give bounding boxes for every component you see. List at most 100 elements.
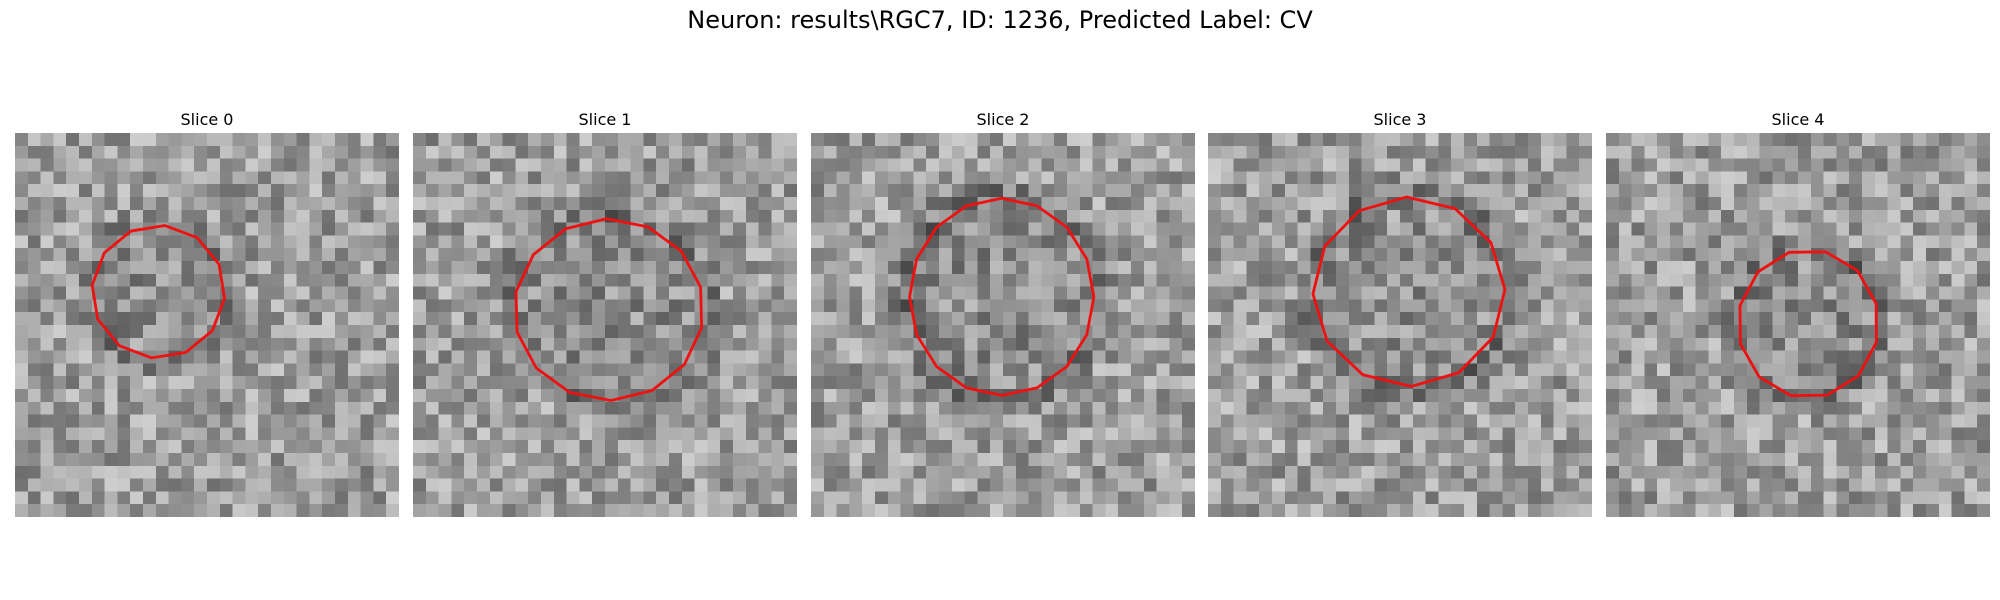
pixel <box>528 145 542 159</box>
pixel <box>104 440 118 454</box>
pixel <box>823 133 837 147</box>
pixel <box>322 286 336 300</box>
pixel <box>1657 158 1671 172</box>
pixel <box>245 286 259 300</box>
pixel <box>1515 453 1529 467</box>
pixel <box>1131 286 1145 300</box>
pixel <box>862 133 876 147</box>
pixel <box>758 158 772 172</box>
pixel <box>360 389 374 403</box>
pixel <box>1284 376 1298 390</box>
pixel <box>1515 286 1529 300</box>
pixel <box>1105 504 1119 517</box>
pixel <box>283 376 297 390</box>
pixel <box>1746 248 1760 262</box>
pixel <box>464 312 478 326</box>
pixel <box>1003 350 1017 364</box>
pixel <box>1412 145 1426 159</box>
pixel <box>451 133 465 147</box>
pixel <box>1579 376 1592 390</box>
pixel <box>207 299 221 313</box>
pixel <box>605 427 619 441</box>
pixel <box>451 389 465 403</box>
pixel <box>1887 312 1901 326</box>
pixel <box>1387 478 1401 492</box>
pixel <box>1772 453 1786 467</box>
pixel <box>745 248 759 262</box>
pixel <box>745 145 759 159</box>
pixel <box>1169 491 1183 505</box>
pixel <box>1759 504 1773 517</box>
pixel <box>347 286 361 300</box>
pixel <box>758 299 772 313</box>
pixel <box>168 261 182 275</box>
pixel <box>1553 491 1567 505</box>
pixel <box>745 478 759 492</box>
pixel <box>194 478 208 492</box>
pixel <box>425 235 439 249</box>
pixel <box>1246 261 1260 275</box>
pixel <box>258 145 272 159</box>
pixel <box>1015 184 1029 198</box>
pixel <box>720 235 734 249</box>
pixel <box>1887 158 1901 172</box>
pixel <box>707 184 721 198</box>
pixel <box>1721 133 1735 147</box>
pixel <box>1721 197 1735 211</box>
pixel <box>271 337 285 351</box>
pixel <box>771 222 785 236</box>
pixel <box>91 337 105 351</box>
pixel <box>1759 171 1773 185</box>
pixel <box>194 465 208 479</box>
pixel <box>605 325 619 339</box>
pixel <box>1451 171 1465 185</box>
pixel <box>643 248 657 262</box>
pixel <box>1476 248 1490 262</box>
pixel <box>1464 389 1478 403</box>
pixel <box>1310 235 1324 249</box>
pixel <box>1759 401 1773 415</box>
pixel <box>1644 363 1658 377</box>
pixel <box>1502 414 1516 428</box>
pixel <box>656 299 670 313</box>
pixel <box>1041 235 1055 249</box>
pixel <box>1118 389 1132 403</box>
pixel <box>1515 133 1529 147</box>
pixel <box>283 504 297 517</box>
pixel <box>900 273 914 287</box>
pixel <box>27 299 41 313</box>
pixel <box>1977 504 1990 517</box>
pixel <box>977 414 991 428</box>
pixel <box>1721 273 1735 287</box>
pixel <box>1233 158 1247 172</box>
pixel <box>386 286 399 300</box>
pixel <box>1105 350 1119 364</box>
pixel <box>964 171 978 185</box>
pixel <box>605 453 619 467</box>
pixel <box>566 312 580 326</box>
pixel <box>1631 337 1645 351</box>
pixel <box>1451 414 1465 428</box>
pixel <box>309 453 323 467</box>
pixel <box>1092 440 1106 454</box>
pixel <box>1336 337 1350 351</box>
pixel <box>502 465 516 479</box>
pixel <box>720 363 734 377</box>
pixel <box>1092 235 1106 249</box>
pixel <box>836 504 850 517</box>
slice-panel-2: Slice 2 <box>811 107 1195 517</box>
pixel <box>1695 325 1709 339</box>
pixel <box>1823 158 1837 172</box>
pixel <box>1926 248 1940 262</box>
pixel <box>605 158 619 172</box>
pixel <box>1272 158 1286 172</box>
pixel <box>1502 504 1516 517</box>
pixel <box>849 261 863 275</box>
pixel <box>335 504 349 517</box>
pixel <box>271 389 285 403</box>
pixel <box>758 325 772 339</box>
pixel <box>1028 299 1042 313</box>
pixel <box>1913 171 1927 185</box>
pixel <box>1798 401 1812 415</box>
pixel <box>681 197 695 211</box>
